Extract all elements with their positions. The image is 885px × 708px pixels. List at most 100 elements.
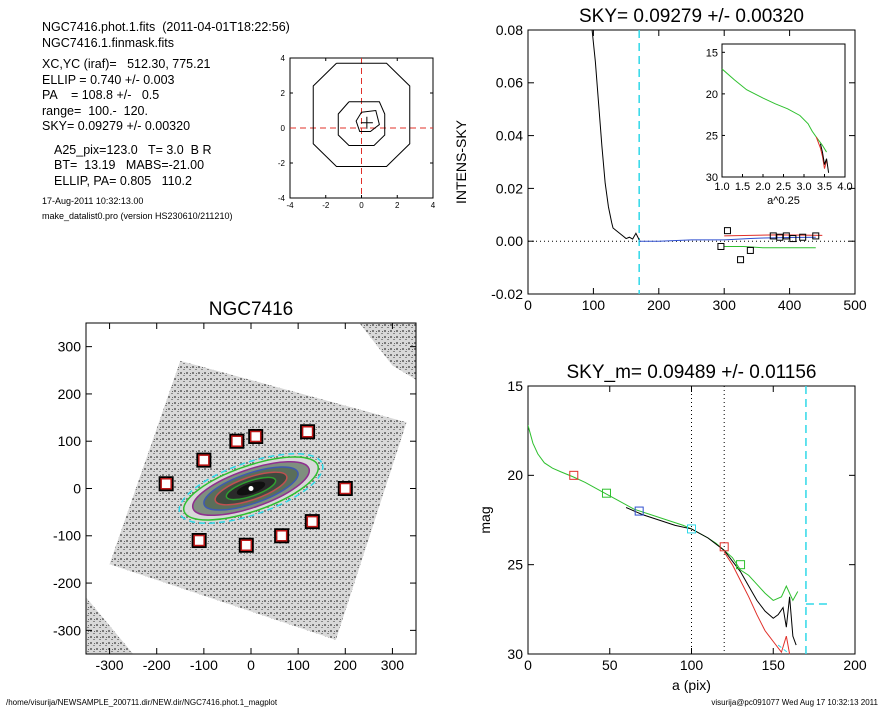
x-tick-label: 100 [286, 657, 310, 673]
inset-x-tick-label: 2.0 [755, 181, 770, 193]
contour-1 [337, 101, 386, 146]
x-axis-label: a (pix) [672, 677, 711, 693]
y-tick-label: 2 [281, 89, 286, 98]
series-line-red [723, 551, 791, 654]
marker-red [569, 470, 579, 480]
x-tick-label: -300 [96, 657, 124, 673]
y-tick-label: 15 [507, 378, 523, 394]
cyan-segment [777, 644, 790, 655]
sky-box-inner [193, 534, 205, 547]
info-line: ELLIP, PA= 0.805 110.2 [54, 173, 192, 188]
marker-green [601, 488, 611, 498]
inset-x-tick-label: 3.0 [796, 181, 811, 193]
inset-frame [721, 43, 846, 178]
sky-box-inner [249, 430, 262, 443]
inset-y-tick-label: 20 [706, 89, 718, 101]
plot-frame [527, 29, 856, 295]
chart-title: NGC7416 [209, 299, 294, 320]
sky-box [238, 537, 254, 553]
sky-box-inner [339, 482, 352, 495]
sky-box [229, 433, 245, 449]
inset-x-tick-label: 1.5 [735, 181, 750, 193]
x-tick-label: -100 [190, 657, 218, 673]
sky-box-inner [306, 515, 319, 528]
inset-x-tick-label: 3.5 [817, 181, 832, 193]
y-axis-label: mag [477, 506, 493, 533]
mag_profile-axes: 0 50 100 150 200 15 20 25 30 SKY_m= 0.09489 +/- 0… [477, 362, 867, 693]
center_contour-axes: -4 -2 0 2 4 -4 -2 0 2 4 [278, 54, 436, 210]
contour-0 [312, 62, 411, 167]
info-line: ELLIP = 0.740 +/- 0.003 [42, 72, 175, 87]
galaxy_image-axes: -300 -200 -100 0 100 200 300 -300 -200 -100 0 100 20… [53, 299, 417, 673]
footer-path: /home/visurija/NEWSAMPLE_200711.dir/NEW.… [6, 698, 278, 707]
info-line: XC,YC (iraf)= 512.30, 775.21 [42, 57, 211, 71]
inset-x-tick-label: 4.0 [837, 181, 852, 193]
y-tick-label: 20 [507, 467, 523, 483]
sky_profile-axes: 0 100 200 300 400 500 -0.02 0.00 0.02 0.04 0.06 0.0… [453, 6, 867, 313]
sky-square [776, 233, 784, 241]
inset-x-tick-label: 2.5 [776, 181, 791, 193]
sky-box [304, 514, 320, 530]
sky-square [723, 227, 731, 235]
sky-box-inner [301, 426, 314, 438]
galaxy-image [86, 323, 416, 654]
sky-box-inner [198, 454, 210, 466]
y-tick-label: -2 [278, 159, 286, 168]
series-line-red [724, 234, 823, 237]
galaxy-panel [86, 323, 416, 654]
x-tick-label: 300 [713, 297, 737, 313]
sky-box [191, 533, 207, 549]
info-line: PA = 108.8 +/- 0.5 [42, 88, 160, 102]
chart-title: SKY_m= 0.09489 +/- 0.01156 [567, 362, 817, 383]
x-tick-label: -200 [143, 657, 171, 673]
sky-box-inner [240, 539, 253, 551]
y-tick-label: 0.08 [496, 22, 523, 38]
sky-box-inner [160, 478, 172, 490]
sky-square [737, 256, 745, 264]
sky-square [769, 232, 777, 240]
sky-square [746, 246, 754, 254]
marker-cyan [687, 524, 696, 534]
inset-plot: 1.0 1.5 2.0 2.5 3.0 3.5 4.0 15 20 25 30 a^0.25 [706, 43, 853, 207]
y-tick-label: -100 [53, 528, 81, 544]
info-panel: NGC7416.phot.1.fits (2011-04-01T18:22:56… [42, 20, 302, 222]
y-tick-label: 0 [281, 124, 286, 133]
y-tick-label: -200 [53, 575, 81, 591]
x-tick-label: 2 [395, 201, 400, 210]
sky-box [337, 481, 353, 496]
program-line: make_datalist0.pro (version HS230610/211… [42, 211, 233, 221]
y-tick-label: 25 [507, 557, 523, 573]
y-tick-label: 30 [507, 646, 523, 662]
contour-2 [355, 109, 380, 132]
x-tick-label: 400 [778, 297, 802, 313]
inset-x-label: a^0.25 [767, 195, 800, 207]
x-tick-label: -2 [322, 201, 330, 210]
y-tick-label: -0.02 [491, 286, 523, 302]
sky-box [158, 476, 174, 492]
info-line: A25_pix=123.0 T= 3.0 B R [54, 142, 212, 157]
y-tick-label: 200 [58, 386, 82, 402]
x-tick-label: 4 [431, 201, 436, 210]
x-tick-label: 200 [843, 657, 867, 673]
series-line-black [625, 507, 797, 646]
inset-series-black [819, 143, 830, 173]
y-tick-label: 0.04 [496, 128, 523, 144]
y-tick-label: 0.00 [496, 233, 523, 249]
series-line-green [528, 425, 799, 602]
info-line: NGC7416.phot.1.fits (2011-04-01T18:22:56… [42, 20, 290, 34]
x-tick-label: 0 [359, 201, 364, 210]
inset-series-red [815, 136, 828, 169]
x-tick-label: 0 [524, 657, 532, 673]
chart-title: SKY= 0.09279 +/- 0.00320 [579, 6, 804, 27]
x-tick-label: 500 [843, 297, 867, 313]
info-line: SKY= 0.09279 +/- 0.00320 [42, 119, 191, 133]
isophote-0 [178, 452, 324, 525]
x-tick-label: 200 [647, 297, 671, 313]
info-line: NGC7416.1.finmask.fits [42, 35, 174, 50]
y-tick-label: 100 [58, 433, 82, 449]
x-tick-label: 150 [762, 657, 786, 673]
info-line: BT= 13.19 MABS=-21.00 [54, 158, 205, 172]
inset-x-tick-label: 1.0 [714, 181, 729, 193]
x-tick-label: 100 [582, 297, 606, 313]
